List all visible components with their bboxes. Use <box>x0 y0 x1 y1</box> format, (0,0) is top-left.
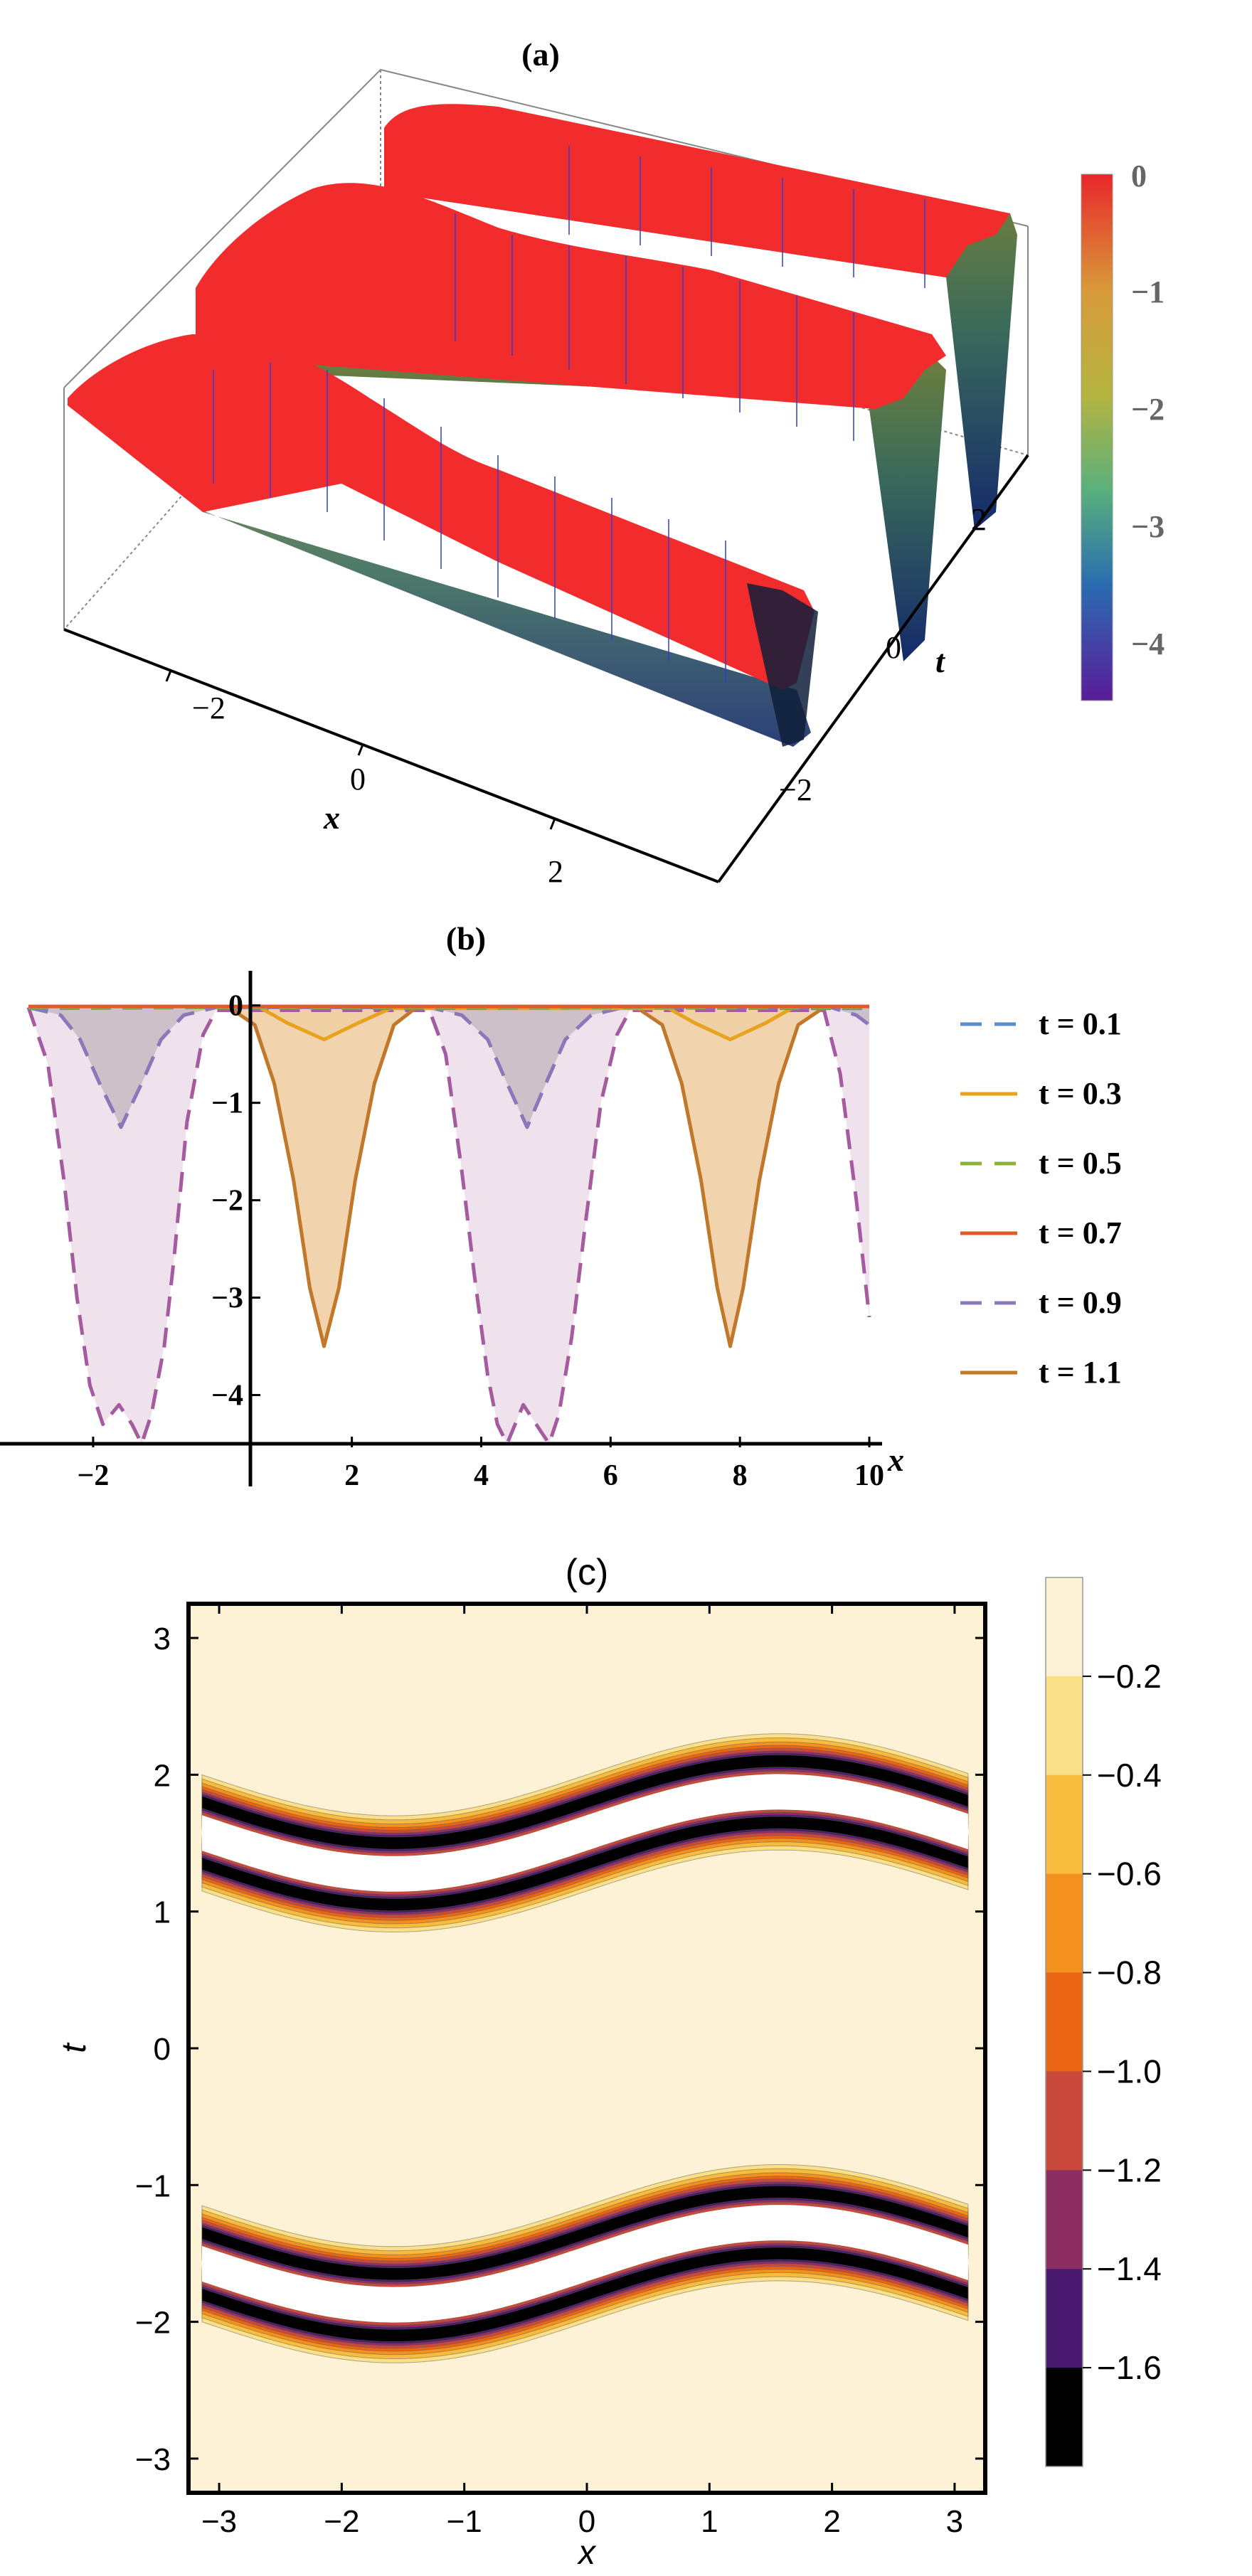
x-tick-label: 0 <box>350 762 366 797</box>
colorbar-segment <box>1046 2071 1083 2171</box>
x-tick-label: 6 <box>603 1459 618 1492</box>
colorbar-tick-label: −0.4 <box>1097 1757 1162 1794</box>
y-tick-label: −3 <box>135 2442 171 2477</box>
colorbar-segment <box>1046 1774 1083 1875</box>
colorbar-segment <box>1046 1577 1083 1677</box>
contour-area <box>189 1604 985 2493</box>
contour-band <box>201 1816 969 1912</box>
axes-b: −2 2 4 6 8 10 0 −1 −2 −3 −4 <box>0 971 884 1492</box>
legend-label: t = 0.1 <box>1039 1006 1122 1041</box>
y-tick-label: −3 <box>211 1282 243 1315</box>
legend-label: t = 0.3 <box>1039 1076 1122 1111</box>
area-fill <box>28 1005 869 1127</box>
x-tick-label: 3 <box>946 2504 963 2539</box>
x-tick-label: −1 <box>447 2504 482 2539</box>
y-tick-label: −2 <box>211 1185 243 1218</box>
colorbar-segment <box>1046 1676 1083 1776</box>
y-axis-label: t <box>55 2043 93 2053</box>
colorbar-tick-label: −1.0 <box>1097 2053 1162 2090</box>
colorbar-segment <box>1046 2368 1083 2467</box>
panel-c-label: (c) <box>566 1552 609 1593</box>
t-tick-label: 0 <box>886 630 901 665</box>
area-fills <box>28 1005 869 1444</box>
series-line <box>26 1006 871 1446</box>
panel-a-surface-plot: (a) <box>63 36 1165 889</box>
y-tick-label: 3 <box>154 1622 171 1656</box>
axes-c: −3 −2 −1 0 1 2 3 3 2 1 0 −1 −2 −3 <box>135 1602 987 2539</box>
panel-b-line-plot: (b) −2 2 4 6 8 100−1−2−3−4 x t = 0.1t = 0.3t … <box>0 920 1122 1492</box>
colorbar-tick: −4 <box>1131 627 1165 661</box>
x-tick-label: 1 <box>701 2504 718 2539</box>
y-tick-label: 0 <box>228 990 243 1023</box>
colorbar-c: −0.2 −0.4 −0.6 −0.8 −1.0 −1.2 −1.4 −1.6 <box>1045 1577 1162 2467</box>
x-tick-label: 2 <box>823 2504 840 2539</box>
surface-mesh <box>68 104 1017 747</box>
panel-b-label: (b) <box>446 920 486 957</box>
y-tick-label: 2 <box>154 1758 171 1793</box>
contour-background <box>189 1604 985 2493</box>
panel-a-label: (a) <box>521 36 560 73</box>
x-tick-label: 0 <box>578 2504 595 2539</box>
contour-band <box>201 2247 969 2342</box>
colorbar-tick-label: −0.8 <box>1097 1954 1162 1991</box>
colorbar-segment <box>1046 1972 1083 2072</box>
y-tick-label: −1 <box>211 1087 243 1120</box>
x-axis-label: x <box>577 2534 597 2572</box>
contour-gap <box>202 2205 968 2323</box>
contour-band <box>201 2185 969 2281</box>
y-tick-label: −1 <box>135 2168 171 2203</box>
x-tick-label: 8 <box>733 1459 748 1492</box>
x-axis-label: x <box>887 1442 904 1478</box>
t-axis-label: t <box>935 643 945 679</box>
legend-label: t = 1.1 <box>1039 1355 1122 1390</box>
area-fill <box>228 1005 824 1346</box>
x-tick-label: −2 <box>324 2504 359 2539</box>
colorbar-tick-label: −1.6 <box>1097 2349 1162 2386</box>
colorbar-a: 0 −1 −2 −3 −4 <box>1081 159 1165 701</box>
colorbar-segment <box>1046 2269 1083 2368</box>
x-tick-label: 2 <box>344 1459 359 1492</box>
colorbar-tick: 0 <box>1131 159 1147 193</box>
colorbar-tick: −3 <box>1131 509 1165 544</box>
colorbar-segment <box>1046 2170 1083 2269</box>
legend: t = 0.1 t = 0.3 t = 0.5 t = 0.7 t = 0.9 t = 1… <box>960 1006 1122 1390</box>
t-tick-label: −2 <box>779 772 812 807</box>
x-tick-label: 4 <box>474 1459 489 1492</box>
t-axis-3d: −2 0 2 t <box>717 454 1029 883</box>
y-tick-label: 0 <box>154 2032 171 2067</box>
x-tick-label: −2 <box>192 691 226 725</box>
colorbar-tick-label: −0.6 <box>1097 1856 1162 1893</box>
colorbar-segment <box>1046 1873 1083 1974</box>
contour-band <box>201 1755 969 1850</box>
x-axis-label: x <box>323 799 340 836</box>
t-tick-label: 2 <box>971 502 987 537</box>
legend-label: t = 0.9 <box>1039 1285 1122 1320</box>
y-tick-label: −4 <box>211 1380 243 1412</box>
colorbar-frame <box>1045 1577 1083 2467</box>
x-tick-label: −3 <box>201 2504 237 2539</box>
colorbar-tick-label: −0.2 <box>1097 1658 1162 1695</box>
y-tick-label: 1 <box>154 1895 171 1930</box>
y-tick-label: −2 <box>135 2306 171 2341</box>
colorbar-tick: −1 <box>1131 275 1165 309</box>
x-tick-label: −2 <box>77 1459 109 1492</box>
contour-gap <box>202 1774 968 1892</box>
legend-label: t = 0.5 <box>1039 1146 1122 1181</box>
colorbar-tick-label: −1.2 <box>1097 2151 1162 2188</box>
x-tick-label: 2 <box>548 854 563 889</box>
x-tick-label: 10 <box>854 1459 884 1492</box>
colorbar-tick-label: −1.4 <box>1097 2250 1162 2287</box>
x-axis-3d: −2 0 2 x <box>63 628 719 889</box>
legend-label: t = 0.7 <box>1039 1215 1122 1250</box>
series-lines <box>26 1004 871 1446</box>
colorbar-tick: −2 <box>1131 392 1165 427</box>
